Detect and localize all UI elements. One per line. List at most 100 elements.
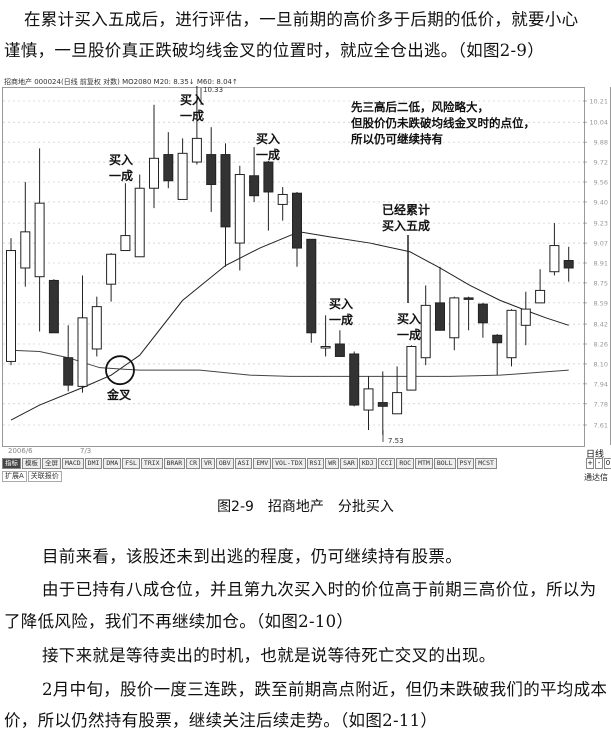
tab-related-quotes[interactable]: 关联报价	[27, 471, 62, 482]
indicator-tab[interactable]: DMA	[103, 458, 122, 469]
y-tick-label: 9.88	[594, 139, 608, 147]
indicator-tab[interactable]: MCST	[475, 458, 497, 469]
indicator-tab[interactable]: ASI	[234, 458, 253, 469]
candle-body	[6, 250, 16, 362]
candle-body	[120, 235, 131, 252]
candle-body	[48, 279, 59, 334]
y-tick-label: 7.94	[594, 380, 608, 388]
candle-body	[292, 192, 302, 249]
y-tick-label: 9.40	[594, 198, 608, 206]
zoom-reset-button[interactable]: 0	[604, 458, 611, 469]
y-tick-label: 9.72	[594, 159, 608, 167]
indicator-tab[interactable]: VOL-TDX	[272, 458, 306, 469]
y-tick-label: 9.23	[594, 220, 608, 228]
annotation-buy: 买入 一成	[109, 153, 134, 183]
candle-body	[220, 154, 231, 228]
indicator-tab[interactable]: SAR	[340, 458, 358, 469]
candle-body	[77, 317, 88, 387]
candle-body	[406, 345, 417, 391]
candle-body	[463, 297, 474, 300]
y-tick-label: 8.75	[594, 279, 608, 287]
high-price-label: 10.33	[203, 86, 224, 94]
annotation-cumulative: 已经累计 买入五成	[382, 203, 431, 233]
candle-body	[63, 357, 74, 386]
zoom-out-button[interactable]: -	[595, 458, 603, 469]
indicator-tab[interactable]: DMI	[84, 458, 103, 469]
paragraph-line: 了降低风险，我们不再继续加仓。（如图2-10）	[4, 612, 354, 631]
candle-body	[106, 253, 117, 285]
zoom-buttons: + - 0	[586, 458, 611, 469]
paragraph-line: 2月中旬，股价一度三连跌，跌至前期高点附近，但仍未跌破我们的平均成本	[42, 680, 608, 699]
candle-body	[520, 308, 531, 326]
bottom-tabs: 扩展A 关联报价	[2, 471, 63, 482]
candle-body	[206, 154, 217, 185]
candle-body	[249, 175, 260, 197]
candle-body	[549, 245, 560, 273]
candle-body	[191, 137, 202, 163]
indicator-tab[interactable]: MTM	[415, 458, 433, 469]
indicator-tab[interactable]: PSY	[456, 458, 475, 469]
golden-cross-label: 金叉	[107, 388, 132, 402]
indicator-tab[interactable]: 模板	[22, 458, 41, 469]
annotation-buy: 买入 一成	[397, 312, 422, 342]
indicator-tab[interactable]: TRIX	[140, 458, 163, 469]
candle-body	[163, 154, 174, 182]
indicator-tab[interactable]: CCI	[377, 458, 396, 469]
golden-cross-circle	[105, 355, 135, 386]
candle-body	[334, 343, 345, 357]
ma-line-m60	[10, 349, 569, 377]
y-tick-label: 7.78	[594, 400, 608, 408]
indicator-tab[interactable]: EMV	[253, 458, 272, 469]
plot-frame	[2, 87, 585, 447]
annotation-buy: 买入 一成	[329, 297, 354, 327]
candle-body	[263, 161, 274, 193]
annotation-buy: 买入 一成	[256, 132, 281, 162]
candle-body	[377, 402, 388, 407]
indicator-tab[interactable]: RSI	[306, 458, 325, 469]
indicator-tab[interactable]: WR	[325, 458, 340, 469]
y-tick-label: 8.42	[594, 321, 608, 329]
candle-body	[563, 260, 574, 269]
date-label: 2006/6	[8, 447, 33, 455]
candle-body	[349, 353, 360, 406]
tab-extension[interactable]: 扩展A	[2, 471, 27, 482]
zoom-in-button[interactable]: +	[586, 458, 594, 469]
indicator-tab[interactable]: CR	[186, 458, 201, 469]
indicator-tab[interactable]: VR	[201, 458, 215, 469]
candle-body	[363, 388, 374, 411]
paragraph-line: 目前来看，该股还未到出逃的程度，仍可继续持有股票。	[42, 547, 462, 566]
date-label: 7/3	[80, 447, 92, 455]
annotation-buy: 买入 一成	[180, 93, 205, 123]
candle-body	[149, 157, 159, 189]
y-tick-label: 10.21	[589, 98, 608, 106]
indicator-tab[interactable]: BRAR	[163, 458, 186, 469]
candle-body	[277, 193, 288, 205]
candle-body	[91, 306, 102, 350]
candle-body	[420, 304, 431, 359]
paragraph-line: 价，所以仍然持有股票，继续关注后续走势。（如图2-11）	[4, 711, 438, 730]
y-tick-label: 8.91	[594, 260, 608, 268]
y-tick-label: 8.26	[594, 341, 608, 349]
indicator-tab[interactable]: MACD	[62, 458, 84, 469]
brand-label: 通达信	[584, 473, 608, 482]
low-price-label: 7.53	[388, 437, 404, 445]
candlestick-plot: 10.21 10.04 9.88 9.72 9.56 9.40 9.23 9.07 8.91 8.…	[3, 86, 608, 442]
candle-body	[449, 297, 460, 339]
period-label[interactable]: 日线	[586, 450, 605, 460]
candle-body	[320, 345, 331, 349]
indicator-tab[interactable]: OBV	[215, 458, 234, 469]
indicator-tab[interactable]: KDJ	[358, 458, 377, 469]
indicator-tab[interactable]: ROC	[396, 458, 415, 469]
paragraph-line: 接下来就是等待卖出的时机，也就是说等待死亡交叉的出现。	[42, 646, 496, 665]
indicator-tab[interactable]: BOLL	[433, 458, 456, 469]
candle-body	[34, 202, 45, 278]
indicator-tab[interactable]: 指标	[2, 458, 21, 469]
indicator-tab[interactable]: 全屏	[42, 458, 61, 469]
figure-caption: 图2-9 招商地产 分批买入	[217, 499, 394, 515]
paragraph-line: 在累计买入五成后，进行评估，一旦前期的高价多于后期的低价，就要小心	[24, 10, 579, 29]
indicator-tabs: 指标 模板 全屏 MACD DMI DMA FSL TRIX BRAR CR VR OBV ASI EMV…	[2, 458, 498, 469]
chart-header: 招商地产 000024(日线 前复权 对数) MO2080 M20: 8.35↓…	[4, 78, 238, 86]
candle-body	[535, 289, 546, 304]
indicator-tab[interactable]: FSL	[122, 458, 140, 469]
paragraph-line: 谨慎，一旦股价真正跌破均线金叉的位置时，就应全仓出逃。（如图2-9）	[4, 41, 545, 60]
